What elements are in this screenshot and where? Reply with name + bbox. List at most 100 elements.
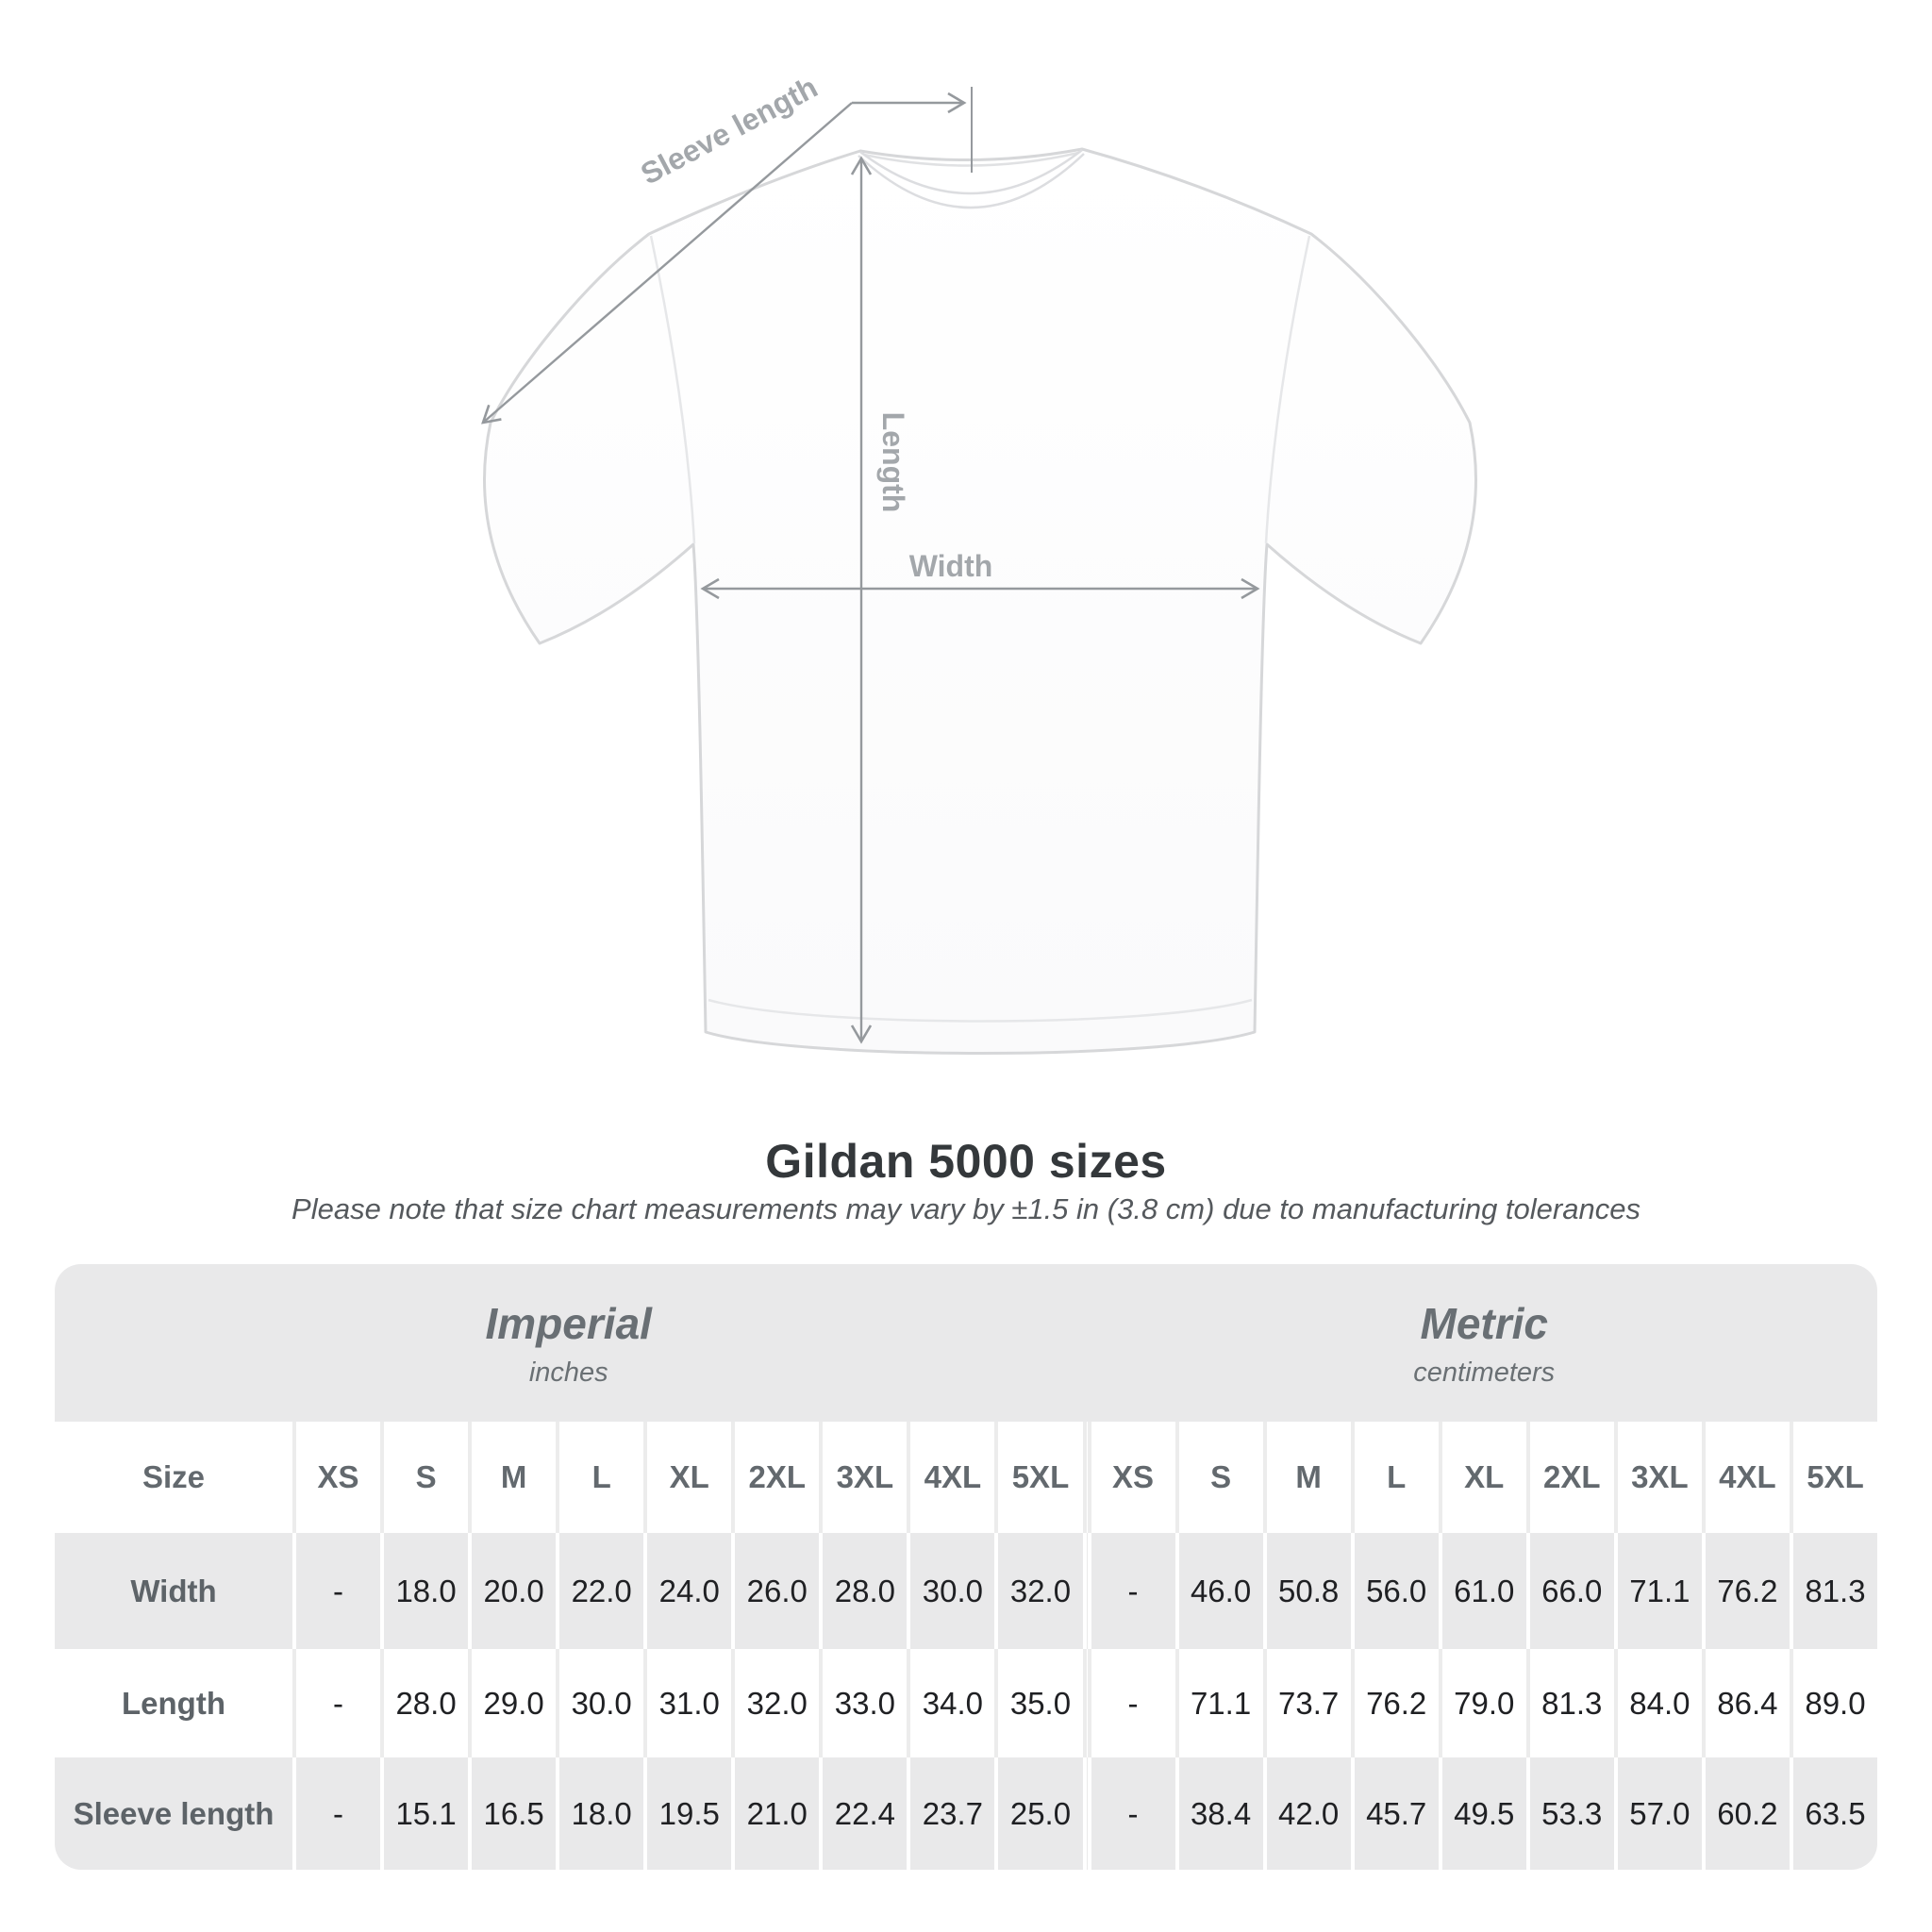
value-cell: 79.0 (1441, 1649, 1526, 1757)
width-row: Width - 18.0 20.0 22.0 24.0 26.0 28.0 30… (55, 1533, 1877, 1649)
imperial-size-header: 4XL (910, 1422, 995, 1533)
page-subtitle: Please note that size chart measurements… (291, 1192, 1641, 1225)
imperial-size-header: M (472, 1422, 557, 1533)
value-cell: 81.3 (1529, 1649, 1614, 1757)
value-cell: 24.0 (647, 1533, 732, 1649)
value-cell: 86.4 (1705, 1649, 1790, 1757)
value-cell: 19.5 (647, 1757, 732, 1870)
metric-size-header: 3XL (1617, 1422, 1702, 1533)
value-cell: - (296, 1649, 381, 1757)
sleeve-length-arrow (481, 102, 853, 425)
left-sleeve-seam (649, 235, 696, 544)
value-cell: 53.3 (1529, 1757, 1614, 1870)
value-cell: 45.7 (1354, 1757, 1439, 1870)
metric-label: Metric (1420, 1298, 1548, 1348)
value-cell: 29.0 (472, 1649, 557, 1757)
value-cell: 30.0 (559, 1649, 644, 1757)
value-cell: 20.0 (472, 1533, 557, 1649)
value-cell: 30.0 (910, 1533, 995, 1649)
value-cell: 60.2 (1705, 1757, 1790, 1870)
value-cell: 31.0 (647, 1649, 732, 1757)
value-cell: 89.0 (1792, 1649, 1877, 1757)
tshirt-graphic (483, 147, 1477, 1055)
row-label: Sleeve length (55, 1757, 292, 1870)
group-divider (1086, 1533, 1088, 1649)
value-cell: 49.5 (1441, 1757, 1526, 1870)
row-label: Length (55, 1649, 292, 1757)
value-cell: 32.0 (735, 1649, 820, 1757)
value-cell: 28.0 (384, 1649, 469, 1757)
imperial-size-header: 2XL (735, 1422, 820, 1533)
imperial-size-header: 5XL (998, 1422, 1083, 1533)
value-cell: 35.0 (998, 1649, 1083, 1757)
table-rows: Size XS S M L XL 2XL 3XL 4XL 5XL XS S M … (55, 1422, 1877, 1870)
value-cell: 25.0 (998, 1757, 1083, 1870)
page-title: Gildan 5000 sizes (765, 1135, 1167, 1188)
metric-size-header: L (1354, 1422, 1439, 1533)
width-label: Width (909, 549, 993, 583)
metric-size-header: 4XL (1705, 1422, 1790, 1533)
value-cell: 22.0 (559, 1533, 644, 1649)
imperial-size-header: XS (296, 1422, 381, 1533)
value-cell: - (1091, 1649, 1175, 1757)
right-sleeve-seam (1264, 235, 1311, 544)
value-cell: 22.4 (823, 1757, 908, 1870)
value-cell: 76.2 (1354, 1649, 1439, 1757)
collar-opening-edge (859, 149, 1083, 195)
collar-seam (858, 153, 1085, 209)
tshirt-size-diagram: Sleeve length Length Width (481, 70, 1477, 1055)
value-cell: 63.5 (1792, 1757, 1877, 1870)
value-cell: 18.0 (384, 1533, 469, 1649)
value-cell: 21.0 (735, 1757, 820, 1870)
value-cell: 33.0 (823, 1649, 908, 1757)
value-cell: - (1091, 1533, 1175, 1649)
group-divider (1086, 1757, 1088, 1870)
unit-group-band: Imperial inches Metric centimeters (55, 1264, 1877, 1422)
metric-size-header: S (1178, 1422, 1263, 1533)
length-row: Length - 28.0 29.0 30.0 31.0 32.0 33.0 3… (55, 1649, 1877, 1757)
size-header-row: Size XS S M L XL 2XL 3XL 4XL 5XL XS S M … (55, 1422, 1877, 1533)
metric-size-header: XL (1441, 1422, 1526, 1533)
hem-stitch (708, 998, 1253, 1023)
imperial-size-header: S (384, 1422, 469, 1533)
metric-group-header: Metric centimeters (1091, 1264, 1878, 1422)
tshirt-silhouette (483, 147, 1477, 1055)
sleeve-length-row: Sleeve length - 15.1 16.5 18.0 19.5 21.0… (55, 1757, 1877, 1870)
imperial-size-header: 3XL (823, 1422, 908, 1533)
value-cell: 56.0 (1354, 1533, 1439, 1649)
value-cell: 15.1 (384, 1757, 469, 1870)
measurement-annotations (481, 87, 1260, 1044)
value-cell: 61.0 (1441, 1533, 1526, 1649)
value-cell: 26.0 (735, 1533, 820, 1649)
value-cell: 57.0 (1617, 1757, 1702, 1870)
imperial-size-header: L (559, 1422, 644, 1533)
value-cell: 32.0 (998, 1533, 1083, 1649)
imperial-unit: inches (528, 1357, 608, 1388)
value-cell: 46.0 (1178, 1533, 1263, 1649)
value-cell: 71.1 (1178, 1649, 1263, 1757)
metric-size-header: 5XL (1792, 1422, 1877, 1533)
value-cell: 34.0 (910, 1649, 995, 1757)
value-cell: 66.0 (1529, 1533, 1614, 1649)
value-cell: 42.0 (1266, 1757, 1351, 1870)
value-cell: 81.3 (1792, 1533, 1877, 1649)
value-cell: 71.1 (1617, 1533, 1702, 1649)
metric-size-header: XS (1091, 1422, 1175, 1533)
value-cell: 38.4 (1178, 1757, 1263, 1870)
value-cell: - (296, 1533, 381, 1649)
imperial-label: Imperial (485, 1298, 652, 1348)
value-cell: 84.0 (1617, 1649, 1702, 1757)
size-table: Imperial inches Metric centimeters Size … (55, 1264, 1877, 1870)
value-cell: 28.0 (823, 1533, 908, 1649)
value-cell: 73.7 (1266, 1649, 1351, 1757)
value-cell: - (1091, 1757, 1175, 1870)
value-cell: 50.8 (1266, 1533, 1351, 1649)
metric-unit: centimeters (1413, 1357, 1556, 1388)
group-divider (1086, 1422, 1088, 1533)
value-cell: 18.0 (559, 1757, 644, 1870)
imperial-size-header: XL (647, 1422, 732, 1533)
value-cell: - (296, 1757, 381, 1870)
value-cell: 23.7 (910, 1757, 995, 1870)
row-label: Width (55, 1533, 292, 1649)
size-col-header: Size (55, 1422, 292, 1533)
